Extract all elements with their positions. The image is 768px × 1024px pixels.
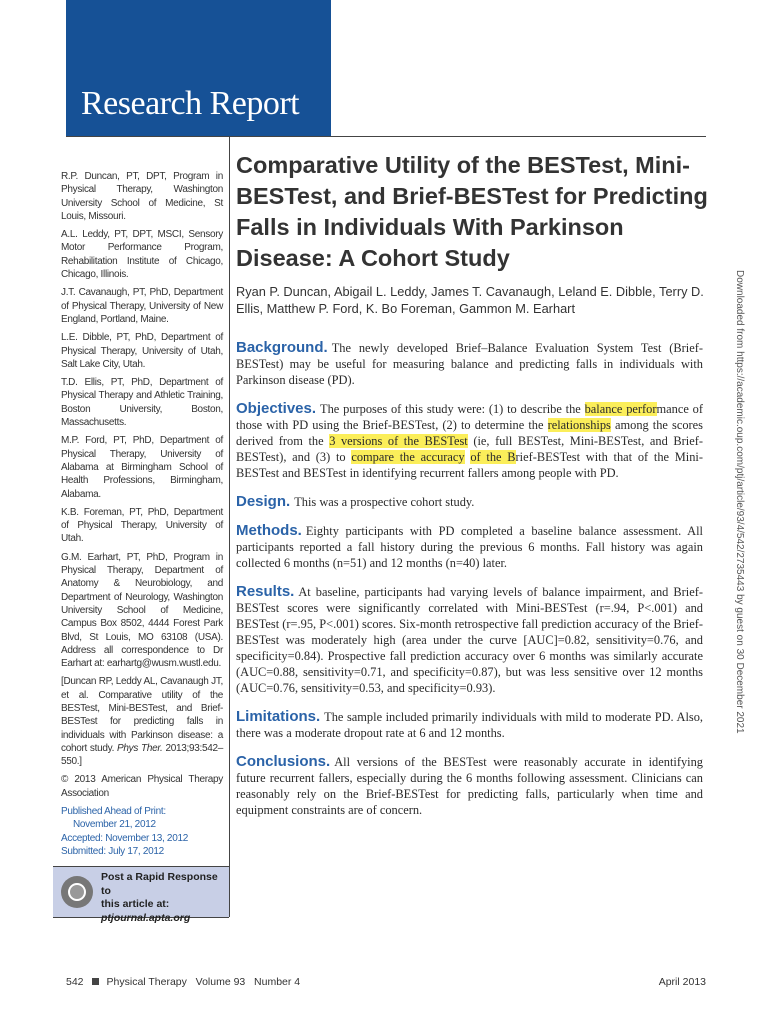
article-authors: Ryan P. Duncan, Abigail L. Leddy, James … bbox=[236, 284, 704, 316]
abstract-design: Design. This was a prospective cohort stu… bbox=[236, 493, 475, 510]
affiliation: R.P. Duncan, PT, DPT, Program in Physica… bbox=[61, 171, 223, 222]
abstract-conclusions: Conclusions. All versions of the BESTest … bbox=[236, 753, 703, 818]
copyright: © 2013 American Physical Therapy Associa… bbox=[61, 774, 223, 799]
affiliation: J.T. Cavanaugh, PT, PhD, Department of P… bbox=[61, 287, 223, 325]
citation: [Duncan RP, Leddy AL, Cavanaugh JT, et a… bbox=[61, 676, 224, 768]
abstract-results: Results. At baseline, participants had va… bbox=[236, 583, 703, 696]
affiliation: A.L. Leddy, PT, DPT, MSCI, Sensory Motor… bbox=[61, 229, 223, 281]
rapid-response-link[interactable]: ptjournal.apta.org bbox=[101, 911, 191, 924]
highlighted-text: of the B bbox=[470, 450, 516, 464]
affiliation: K.B. Foreman, PT, PhD, Department of Phy… bbox=[61, 506, 223, 545]
objective-text: among the scores derived from the bbox=[236, 418, 703, 448]
download-watermark: Downloaded from https://academic.oup.com… bbox=[734, 270, 745, 734]
affiliation: G.M. Earhart, PT, PhD, Program in Physic… bbox=[61, 551, 223, 670]
rapid-response-icon bbox=[61, 876, 93, 909]
abstract-background: Background. The newly developed Brief–Bal… bbox=[236, 339, 703, 388]
highlighted-text: balance perfor bbox=[584, 402, 657, 416]
header-divider bbox=[66, 136, 706, 137]
abstract: Background. The newly developed Brief–Bal… bbox=[236, 340, 703, 831]
issue-date: April 2013 bbox=[658, 976, 706, 988]
left-column: R.P. Duncan, PT, DPT, Program in Physica… bbox=[53, 170, 229, 924]
objective-text: rief-BESTest with that of the Mini-BESTe… bbox=[236, 450, 703, 480]
objective-text: The purposes of this study were: (1) to … bbox=[320, 402, 585, 416]
highlighted-text: 3 versions of the BESTest bbox=[329, 434, 468, 448]
affiliations-column: R.P. Duncan, PT, DPT, Program in Physica… bbox=[53, 170, 223, 866]
affiliation: T.D. Ellis, PT, PhD, Department of Physi… bbox=[61, 377, 223, 429]
abstract-objectives: Objectives. The purposes of this study we… bbox=[236, 400, 703, 481]
article-title: Comparative Utility of the BESTest, Mini… bbox=[236, 152, 708, 271]
column-divider bbox=[229, 137, 230, 917]
section-banner: Research Report bbox=[66, 0, 331, 136]
page-number: 542 bbox=[66, 976, 84, 988]
abstract-methods: Methods. Eighty participants with PD comp… bbox=[236, 522, 703, 571]
highlighted-text: relationships bbox=[547, 418, 611, 432]
objective-text: (ie, full BESTest, Mini-BESTest, and Bri… bbox=[236, 434, 703, 464]
highlighted-text: compare the accuracy bbox=[351, 450, 465, 464]
abstract-limitations: Limitations. The sample included primaril… bbox=[236, 708, 703, 741]
affiliation: M.P. Ford, PT, PhD, Department of Physic… bbox=[61, 435, 223, 500]
rapid-response-box[interactable]: Post a Rapid Response to this article at… bbox=[53, 866, 229, 924]
page-footer: 542 Physical Therapy Volume 93 Number 4 A… bbox=[66, 976, 706, 988]
objective-text: mance of those with PD using the Brief-B… bbox=[236, 402, 703, 432]
affiliation: L.E. Dibble, PT, PhD, Department of Phys… bbox=[61, 332, 223, 370]
square-bullet-icon bbox=[91, 978, 99, 985]
banner-label: Research Report bbox=[81, 85, 300, 122]
publication-dates: Published Ahead of Print: November 21, 2… bbox=[61, 806, 188, 857]
